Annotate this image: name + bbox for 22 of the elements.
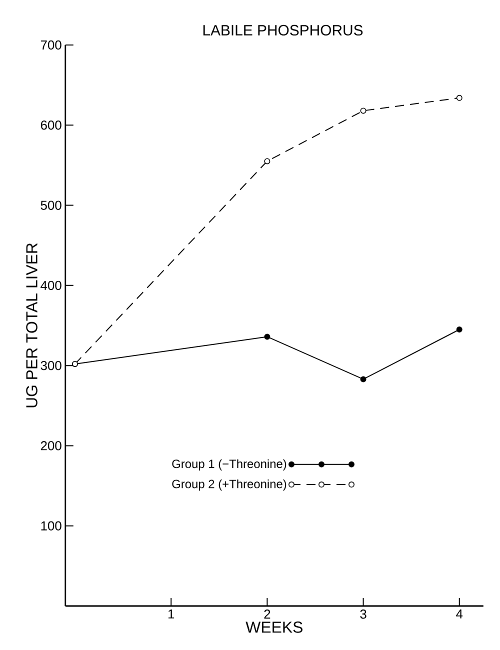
y-tick-label: 400: [40, 280, 62, 290]
chart-title: LABILE PHOSPHORUS: [203, 24, 363, 36]
y-tick-label: 300: [40, 360, 62, 370]
x-tick-label: 2: [264, 610, 270, 619]
y-tick-label: 500: [40, 200, 62, 210]
y-tick-label: 200: [40, 441, 62, 450]
y-tick-label: 600: [40, 120, 62, 130]
point: [360, 376, 366, 382]
x-tick-label: 3: [360, 610, 366, 619]
legend-label: Group 1 (−Threonine): [172, 459, 286, 470]
x-axis-title: WEEKS: [246, 622, 302, 633]
point: [456, 94, 462, 101]
y-axis-title: UG PER TOTAL LIVER: [26, 243, 38, 408]
x-tick-label: 1: [168, 610, 174, 618]
point: [264, 158, 270, 164]
y-tick-label: 700: [40, 40, 62, 50]
y-tick-label: 100: [41, 521, 62, 530]
legend-label: Group 2 (+Threonine): [172, 479, 286, 491]
point: [456, 326, 462, 333]
x-tick-label: 4: [456, 610, 463, 618]
point: [264, 334, 270, 340]
point: [360, 108, 366, 114]
